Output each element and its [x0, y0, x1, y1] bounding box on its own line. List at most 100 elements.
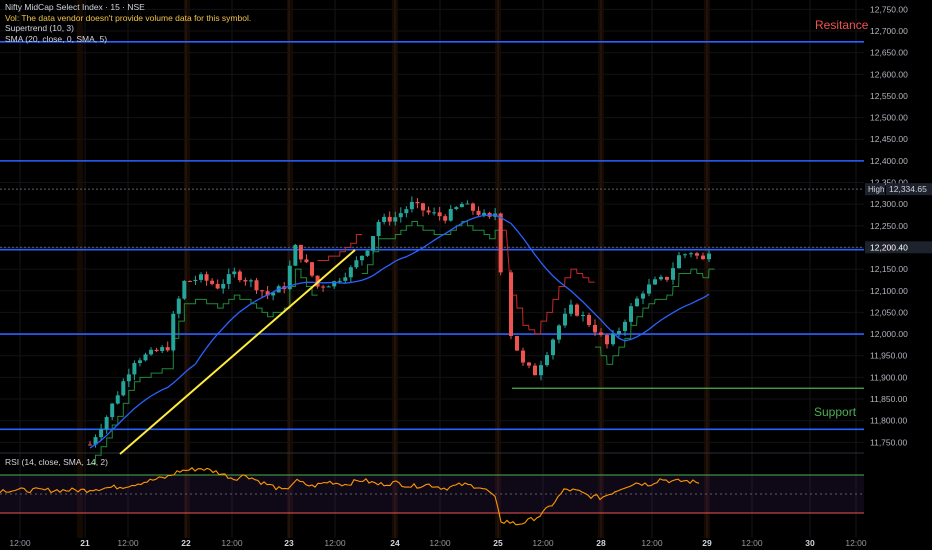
candle-body — [545, 355, 549, 366]
candle-body — [321, 286, 326, 288]
price-tick: 12,250.00 — [870, 221, 908, 231]
time-tick: 12:00 — [324, 538, 346, 548]
candle-body — [527, 362, 531, 366]
time-tick: 29 — [702, 538, 712, 548]
price-tick: 12,300.00 — [870, 199, 908, 209]
candle-body — [199, 274, 203, 280]
supertrend-path — [90, 268, 318, 465]
price-tick: 12,400.00 — [870, 156, 908, 166]
time-tick: 25 — [493, 538, 503, 548]
time-tick: 23 — [284, 538, 294, 548]
candle-body — [409, 201, 414, 210]
candle-body — [593, 325, 597, 333]
candle-body — [182, 280, 187, 299]
candle-body — [99, 429, 104, 438]
candle-body — [310, 262, 314, 276]
candle-body — [498, 213, 503, 273]
candle-body — [569, 304, 573, 314]
candle-body — [265, 291, 270, 296]
time-tick: 12:00 — [741, 538, 763, 548]
candle-body — [515, 336, 519, 351]
candle-body — [359, 255, 364, 261]
price-tick: 12,700.00 — [870, 26, 908, 36]
legend-rsi[interactable]: RSI (14, close, SMA, 14, 2) — [5, 457, 108, 467]
candle-body — [581, 315, 585, 317]
price-tick: 12,750.00 — [870, 4, 908, 14]
candle-body — [354, 260, 359, 268]
candle-body — [689, 253, 693, 255]
price-tick: 11,950.00 — [870, 351, 907, 361]
candle-body — [665, 276, 669, 280]
legend-sma[interactable]: SMA (20, close, 0, SMA, 5) — [5, 33, 108, 44]
candle-body — [237, 271, 242, 281]
candle-body — [160, 347, 165, 352]
candle-body — [287, 265, 292, 290]
time-axis: 12:00 21 12:00 22 12:00 23 12:00 24 12:00 25 12:00… — [0, 538, 932, 550]
candle-body — [221, 283, 226, 289]
time-axis-bg — [0, 538, 932, 550]
candle-body — [110, 403, 115, 418]
candle-body — [482, 212, 487, 215]
candle-body — [298, 244, 303, 260]
candle-body — [232, 271, 237, 275]
supertrend-path — [500, 229, 595, 335]
last-price: 12,200.40 — [870, 242, 908, 252]
legend-supertrend[interactable]: Supertrend (10, 3) — [5, 23, 74, 33]
candle-body — [623, 321, 627, 332]
supertrend-path — [317, 234, 362, 261]
sma-line — [89, 214, 710, 449]
candles — [88, 196, 711, 448]
candle-body — [304, 259, 309, 263]
price-tick: 12,450.00 — [870, 134, 908, 144]
time-tick: 30 — [805, 538, 815, 548]
candle-body — [132, 363, 137, 375]
candle-body — [465, 203, 470, 205]
candle-body — [248, 280, 253, 282]
time-tick: 12:00 — [532, 538, 554, 548]
candle-body — [115, 395, 120, 404]
candle-body — [563, 313, 567, 326]
time-tick: 22 — [181, 538, 191, 548]
candle-body — [459, 203, 464, 208]
time-tick: 12:00 — [845, 538, 867, 548]
candle-body — [315, 275, 320, 287]
candle-body — [348, 267, 353, 278]
price-tick: 11,750.00 — [870, 437, 907, 447]
price-tick: 12,650.00 — [870, 48, 908, 58]
price-tick: 11,800.00 — [870, 416, 907, 426]
candle-body — [454, 207, 459, 210]
high-badge — [865, 183, 885, 196]
supertrend-path — [595, 268, 715, 365]
price-tick: 12,600.00 — [870, 69, 908, 79]
candle-body — [605, 335, 609, 345]
trendline-path — [119, 249, 356, 455]
candle-body — [659, 276, 663, 280]
candle-body — [707, 253, 711, 260]
candle-body — [332, 281, 337, 287]
price-tick: 11,850.00 — [870, 394, 907, 404]
time-tick: 24 — [390, 538, 400, 548]
candle-body — [393, 217, 398, 222]
candle-body — [557, 325, 561, 340]
candle-body — [421, 203, 425, 211]
candle-body — [635, 298, 639, 307]
high-label: High — [868, 185, 884, 194]
candle-body — [437, 212, 442, 217]
candle-body — [121, 381, 126, 396]
candle-body — [521, 350, 525, 363]
legend-title[interactable]: Nifty MidCap Select Index · 15 · NSE — [5, 2, 145, 12]
candle-body — [683, 254, 687, 256]
candle-body — [143, 354, 148, 361]
candle-body — [343, 277, 348, 281]
candle-body — [387, 216, 392, 222]
candle-body — [154, 349, 159, 352]
price-axis: 12,750.00 12,700.00 12,650.00 12,600.00 12,5… — [865, 0, 932, 540]
supertrend — [90, 221, 715, 465]
candle-body — [476, 210, 481, 215]
price-tick: 12,150.00 — [870, 264, 908, 274]
candle-body — [533, 365, 537, 376]
price-tick: 12,050.00 — [870, 307, 908, 317]
candle-body — [599, 332, 603, 336]
